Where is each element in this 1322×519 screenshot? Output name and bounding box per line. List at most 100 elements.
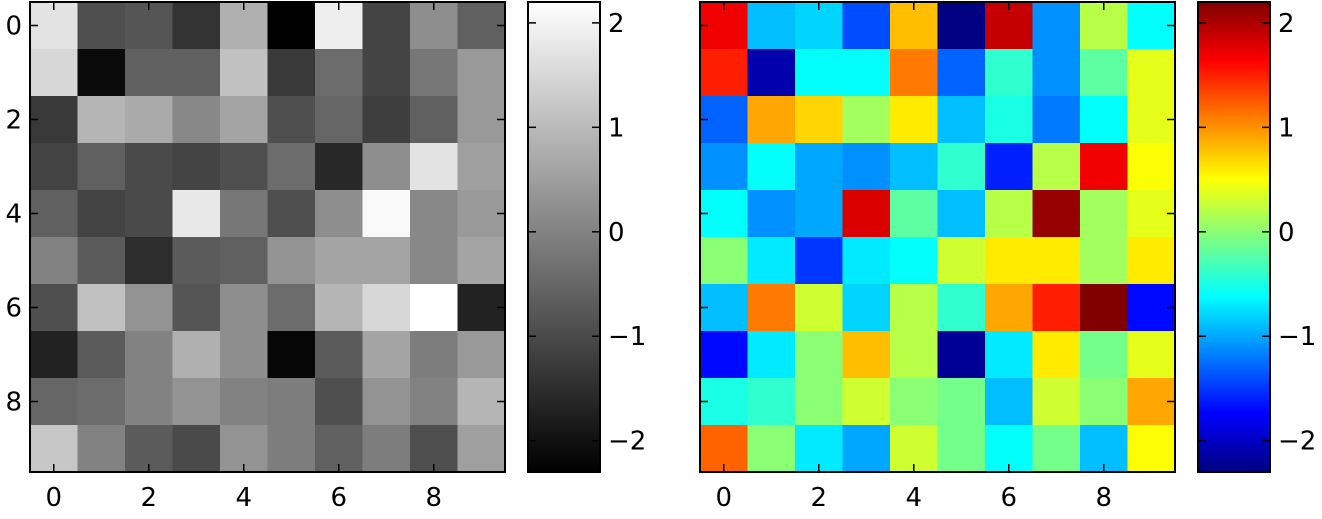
heatmap-cell-r7-c9 (1127, 331, 1176, 379)
heatmap-cell-r5-c9 (1127, 237, 1176, 285)
heatmap-cell-r9-c5 (937, 425, 986, 473)
colorbar-tick-label: 1 (1278, 113, 1295, 143)
heatmap-cell-r0-c3 (172, 2, 221, 50)
y-tick-label: 6 (5, 294, 22, 324)
heatmap-cell-r6-c2 (125, 284, 174, 332)
colorbar-tick-label: 0 (1278, 218, 1295, 248)
heatmap-cell-r1-c7 (362, 49, 411, 97)
heatmap-cell-r5-c4 (890, 237, 939, 285)
y-tick-label: 2 (5, 106, 22, 136)
heatmap-cell-r8-c5 (937, 378, 986, 426)
heatmap-cell-r9-c1 (77, 425, 126, 473)
heatmap-cell-r7-c0 (30, 331, 79, 379)
heatmap-cell-r2-c3 (172, 96, 221, 144)
heatmap-cell-r7-c8 (1080, 331, 1129, 379)
heatmap-cell-r9-c9 (1127, 425, 1176, 473)
heatmap-cell-r7-c4 (220, 331, 269, 379)
heatmap-cell-r6-c3 (842, 284, 891, 332)
heatmap-cell-r8-c2 (795, 378, 844, 426)
heatmap-cell-r0-c3 (842, 2, 891, 50)
heatmap-cell-r6-c8 (410, 284, 459, 332)
heatmap-cell-r9-c5 (267, 425, 316, 473)
heatmap-cell-r5-c5 (267, 237, 316, 285)
heatmap-panel-1: 0 2 4 6 8 0 2 4 6 8 (5, 1, 506, 513)
heatmap-cell-r3-c4 (890, 143, 939, 191)
colorbar-2: 2 1 0 −1 −2 (1197, 1, 1316, 473)
heatmap-cell-r2-c7 (362, 96, 411, 144)
x-tick-label: 0 (45, 483, 62, 513)
heatmap-cell-r4-c1 (77, 190, 126, 238)
heatmap-cell-r3-c2 (125, 143, 174, 191)
heatmap-cell-r5-c4 (220, 237, 269, 285)
heatmap-cell-r4-c5 (267, 190, 316, 238)
heatmap-cell-r5-c8 (1080, 237, 1129, 285)
heatmap-cell-r7-c6 (985, 331, 1034, 379)
x-tick-label: 6 (1000, 483, 1017, 513)
colorbar-gradient (527, 1, 601, 473)
heatmap-cell-r8-c6 (985, 378, 1034, 426)
colorbar-tick-label: −2 (1278, 427, 1316, 457)
heatmap-cell-r8-c1 (747, 378, 796, 426)
heatmap-cell-r7-c3 (842, 331, 891, 379)
heatmap-cell-r8-c8 (1080, 378, 1129, 426)
heatmap-cell-r1-c6 (985, 49, 1034, 97)
heatmap-cell-r8-c4 (220, 378, 269, 426)
heatmap-cell-r1-c0 (30, 49, 79, 97)
colorbar-tick-label: 0 (608, 218, 625, 248)
x-tick-label: 2 (140, 483, 157, 513)
heatmap-cell-r8-c0 (30, 378, 79, 426)
heatmap-cell-r8-c8 (410, 378, 459, 426)
heatmap-frame-2 (699, 1, 1176, 473)
heatmap-cell-r0-c5 (937, 2, 986, 50)
heatmap-cell-r4-c6 (315, 190, 364, 238)
heatmap-cell-r1-c7 (1032, 49, 1081, 97)
heatmap-cell-r6-c6 (315, 284, 364, 332)
heatmap-cell-r4-c2 (795, 190, 844, 238)
heatmap-cell-r6-c3 (172, 284, 221, 332)
heatmap-cell-r1-c0 (700, 49, 749, 97)
heatmap-cell-r2-c2 (125, 96, 174, 144)
heatmap-cell-r2-c6 (315, 96, 364, 144)
heatmap-cell-r5-c3 (842, 237, 891, 285)
heatmap-cell-r6-c6 (985, 284, 1034, 332)
heatmap-cell-r7-c5 (937, 331, 986, 379)
heatmap-cell-r5-c1 (747, 237, 796, 285)
heatmap-cell-r6-c1 (747, 284, 796, 332)
heatmap-cell-r4-c6 (985, 190, 1034, 238)
heatmap-cell-r5-c3 (172, 237, 221, 285)
heatmap-cell-r2-c8 (1080, 96, 1129, 144)
heatmap-cell-r2-c6 (985, 96, 1034, 144)
heatmap-cell-r3-c6 (315, 143, 364, 191)
x-tick-label: 2 (810, 483, 827, 513)
heatmap-cell-r5-c6 (315, 237, 364, 285)
heatmap-cell-r0-c1 (747, 2, 796, 50)
heatmap-cell-r2-c7 (1032, 96, 1081, 144)
heatmap-cell-r4-c3 (842, 190, 891, 238)
heatmap-cell-r1-c1 (747, 49, 796, 97)
heatmap-cell-r3-c0 (700, 143, 749, 191)
heatmap-cell-r7-c6 (315, 331, 364, 379)
heatmap-cell-r5-c6 (985, 237, 1034, 285)
heatmap-cell-r2-c2 (795, 96, 844, 144)
heatmap-cell-r5-c2 (795, 237, 844, 285)
heatmap-cell-r7-c8 (410, 331, 459, 379)
heatmap-cell-r5-c7 (362, 237, 411, 285)
heatmap-cell-r2-c3 (842, 96, 891, 144)
heatmap-cell-r1-c9 (1127, 49, 1176, 97)
heatmap-cell-r1-c8 (1080, 49, 1129, 97)
heatmap-cell-r3-c6 (985, 143, 1034, 191)
heatmap-cell-r7-c5 (267, 331, 316, 379)
heatmap-frame-1 (29, 1, 506, 473)
heatmap-cell-r2-c5 (937, 96, 986, 144)
heatmap-cell-r6-c7 (1032, 284, 1081, 332)
heatmap-cell-r6-c8 (1080, 284, 1129, 332)
heatmap-cell-r4-c4 (220, 190, 269, 238)
heatmap-cell-r7-c0 (700, 331, 749, 379)
heatmap-cell-r8-c7 (362, 378, 411, 426)
x-tick-label: 6 (330, 483, 347, 513)
heatmap-panel-2: 0 2 4 6 8 (699, 1, 1176, 513)
heatmap-cell-r5-c7 (1032, 237, 1081, 285)
heatmap-cell-r8-c2 (125, 378, 174, 426)
heatmap-cell-r3-c0 (30, 143, 79, 191)
